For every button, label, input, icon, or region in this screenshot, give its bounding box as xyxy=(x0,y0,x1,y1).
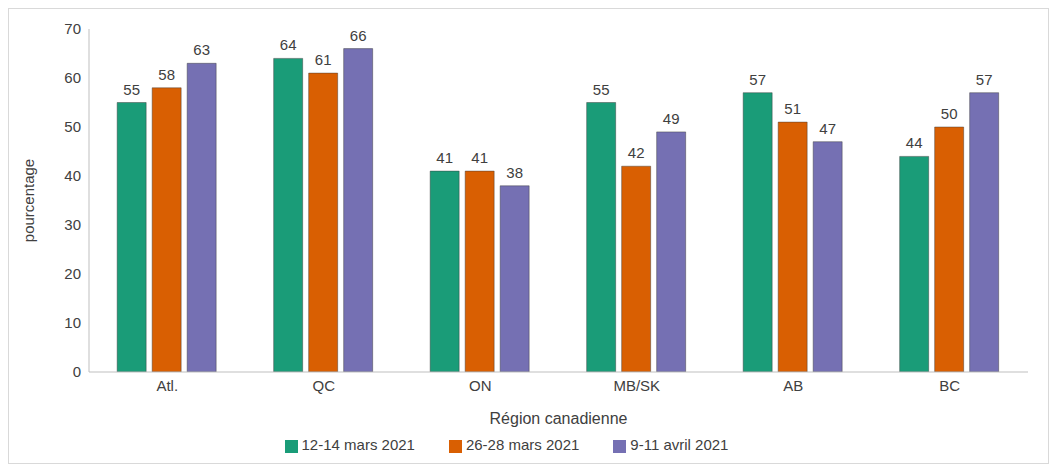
svg-text:55: 55 xyxy=(123,81,140,98)
svg-text:57: 57 xyxy=(976,71,993,88)
svg-text:42: 42 xyxy=(628,144,645,161)
svg-text:QC: QC xyxy=(313,377,336,394)
svg-text:60: 60 xyxy=(64,69,81,86)
svg-text:41: 41 xyxy=(436,149,453,166)
svg-text:0: 0 xyxy=(73,363,81,380)
svg-text:ON: ON xyxy=(469,377,492,394)
svg-text:30: 30 xyxy=(64,216,81,233)
svg-text:61: 61 xyxy=(315,51,332,68)
svg-text:44: 44 xyxy=(906,134,923,151)
html-text:26-28 mars 2021: 26-28 mars 2021 xyxy=(465,436,580,453)
svg-text:57: 57 xyxy=(749,71,766,88)
svg-text:50: 50 xyxy=(64,118,81,135)
html-text:9-11 avril 2021: 9-11 avril 2021 xyxy=(630,436,729,453)
svg-text:pourcentage: pourcentage xyxy=(20,159,37,242)
svg-text:64: 64 xyxy=(280,36,297,53)
svg-text:49: 49 xyxy=(663,110,680,127)
html-text:12-14 mars 2021: 12-14 mars 2021 xyxy=(301,436,415,453)
svg-text:58: 58 xyxy=(158,66,175,83)
svg-text:Atl.: Atl. xyxy=(156,377,178,394)
svg-text:40: 40 xyxy=(64,167,81,184)
svg-text:MB/SK: MB/SK xyxy=(613,377,660,394)
svg-text:10: 10 xyxy=(64,314,81,331)
svg-text:47: 47 xyxy=(819,120,836,137)
svg-text:70: 70 xyxy=(64,20,81,37)
svg-text:AB: AB xyxy=(783,377,803,394)
svg-text:38: 38 xyxy=(506,164,523,181)
svg-text:41: 41 xyxy=(471,149,488,166)
svg-text:20: 20 xyxy=(64,265,81,282)
svg-text:66: 66 xyxy=(350,27,367,44)
svg-text:63: 63 xyxy=(193,41,210,58)
svg-text:BC: BC xyxy=(939,377,960,394)
svg-text:50: 50 xyxy=(941,105,958,122)
svg-text:Région canadienne: Région canadienne xyxy=(490,410,628,427)
svg-text:55: 55 xyxy=(593,81,610,98)
svg-text:51: 51 xyxy=(784,100,801,117)
